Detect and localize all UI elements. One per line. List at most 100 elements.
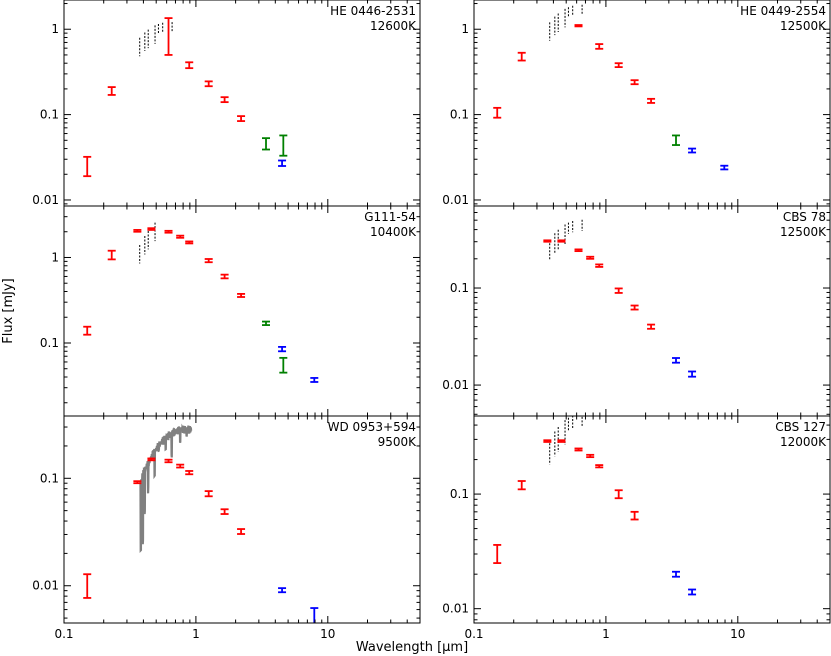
y-tick-label: 0.1 <box>450 281 469 295</box>
plot-area <box>83 17 288 178</box>
panel-title: HE 0446-2531 <box>330 4 416 18</box>
photometry-point-red <box>176 463 185 469</box>
photometry-point-red <box>614 489 623 500</box>
photometry-point-blue <box>688 588 697 596</box>
photometry-point-red <box>237 528 246 535</box>
photometry-point-green <box>262 137 271 151</box>
y-tick-label: 1 <box>51 250 59 264</box>
photometry-point-red <box>237 293 246 298</box>
photometry-point-red <box>586 255 595 260</box>
photometry-point-red <box>630 79 639 86</box>
x-tick-label: 1 <box>192 627 200 641</box>
photometry-point-blue <box>278 159 287 167</box>
observed-spectrum <box>139 423 193 553</box>
photometry-point-red <box>147 457 156 462</box>
y-tick-label: 0.01 <box>442 602 469 616</box>
photometry-point-red <box>185 61 194 70</box>
panel-temperature: 12500K <box>780 19 827 33</box>
panel-temperature: 9500K <box>378 435 418 449</box>
photometry-point-red <box>164 17 173 56</box>
photometry-point-red <box>185 470 194 476</box>
y-tick-label: 0.01 <box>32 579 59 593</box>
panel-temperature: 12500K <box>780 225 827 239</box>
plot-area <box>493 416 697 596</box>
photometry-point-blue <box>310 377 319 383</box>
photometry-point-red <box>630 304 639 311</box>
panel-title: G111-54 <box>364 210 416 224</box>
photometry-point-red <box>614 287 623 294</box>
photometry-point-blue <box>672 357 681 364</box>
photometry-point-red <box>107 86 116 96</box>
photometry-point-red <box>83 325 92 336</box>
photometry-point-blue <box>688 370 697 378</box>
photometry-point-red <box>517 480 526 491</box>
x-tick-label: 0.1 <box>464 627 483 641</box>
photometry-point-red <box>543 439 552 443</box>
panel-frame <box>63 0 421 207</box>
photometry-point-red <box>557 239 566 243</box>
panel-temperature: 12000K <box>780 435 827 449</box>
photometry-point-red <box>595 43 604 50</box>
photometry-point-red <box>164 229 173 234</box>
photometry-point-red <box>204 490 213 498</box>
photometry-point-red <box>204 80 213 88</box>
photometry-point-green <box>262 320 271 326</box>
photometry-point-red <box>107 249 116 261</box>
photometry-point-red <box>543 239 552 243</box>
photometry-point-red <box>517 51 526 62</box>
y-tick-label: 0.01 <box>442 193 469 207</box>
photometry-point-green <box>279 356 288 374</box>
y-tick-label: 1 <box>51 22 59 36</box>
photometry-point-green <box>672 134 681 146</box>
photometry-point-red <box>493 106 502 119</box>
photometry-point-red <box>630 510 639 521</box>
photometry-point-red <box>220 96 229 104</box>
photometry-point-blue <box>278 346 287 353</box>
panel-title: CBS 127 <box>775 420 826 434</box>
plot-area <box>543 219 697 378</box>
panel-title: WD 0953+594 <box>328 420 416 434</box>
x-tick-label: 0.1 <box>54 627 73 641</box>
panel-temperature: 10400K <box>370 225 417 239</box>
photometry-point-blue <box>310 607 319 623</box>
photometry-point-red <box>237 115 246 122</box>
photometry-point-green <box>279 134 288 157</box>
x-tick-label: 1 <box>602 627 610 641</box>
photometry-point-blue <box>672 570 681 578</box>
photometry-point-red <box>83 573 92 599</box>
x-tick-label: 10 <box>730 627 745 641</box>
panel-temperature: 12600K <box>370 19 417 33</box>
plot-area <box>83 423 319 623</box>
y-tick-label: 0.1 <box>40 336 59 350</box>
photometry-point-red <box>647 323 656 330</box>
panel-title: HE 0449-2554 <box>740 4 826 18</box>
photometry-point-red <box>83 155 92 178</box>
photometry-point-red <box>220 273 229 280</box>
y-tick-label: 0.01 <box>442 378 469 392</box>
y-tick-label: 0.1 <box>40 471 59 485</box>
plot-area <box>83 222 319 383</box>
y-tick-label: 0.01 <box>32 193 59 207</box>
photometry-point-red <box>147 227 156 231</box>
x-axis-label: Wavelength [μm] <box>356 640 468 655</box>
photometry-point-blue <box>720 164 729 171</box>
photometry-point-red <box>586 453 595 459</box>
y-tick-label: 1 <box>461 22 469 36</box>
photometry-point-red <box>595 263 604 268</box>
photometry-point-red <box>164 458 173 464</box>
photometry-point-red <box>220 508 229 515</box>
plot-area <box>493 4 729 171</box>
photometry-point-red <box>574 447 583 452</box>
photometry-point-red <box>133 480 142 485</box>
panel-frame <box>473 205 831 417</box>
photometry-point-red <box>493 544 502 564</box>
photometry-point-red <box>574 248 583 253</box>
photometry-point-red <box>176 234 185 239</box>
photometry-point-red <box>614 62 623 69</box>
panel-frame <box>63 205 421 417</box>
panel-frame <box>473 415 831 624</box>
